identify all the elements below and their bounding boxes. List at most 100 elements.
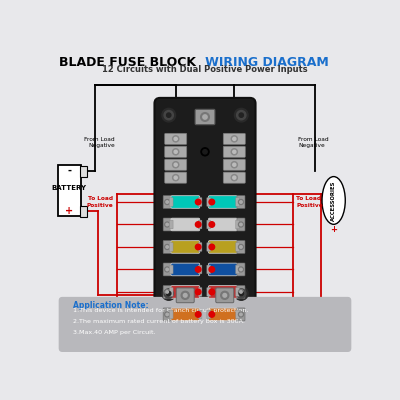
FancyBboxPatch shape	[169, 288, 173, 296]
Circle shape	[240, 268, 242, 271]
Circle shape	[181, 291, 189, 299]
Text: 2.The maximum rated current of battery box is 300A.: 2.The maximum rated current of battery b…	[73, 319, 245, 324]
Circle shape	[234, 108, 248, 122]
FancyBboxPatch shape	[236, 198, 240, 206]
Circle shape	[165, 267, 170, 272]
FancyBboxPatch shape	[198, 265, 202, 274]
Circle shape	[239, 291, 244, 296]
FancyBboxPatch shape	[176, 288, 194, 303]
Text: -: -	[67, 166, 71, 176]
Circle shape	[240, 246, 242, 248]
FancyBboxPatch shape	[237, 308, 245, 321]
FancyBboxPatch shape	[59, 297, 351, 352]
Circle shape	[162, 108, 176, 122]
Circle shape	[233, 176, 236, 179]
FancyBboxPatch shape	[80, 166, 87, 177]
Circle shape	[201, 113, 209, 121]
Text: Application Note:: Application Note:	[73, 301, 149, 310]
Circle shape	[238, 267, 244, 272]
FancyBboxPatch shape	[207, 220, 210, 229]
Circle shape	[203, 115, 207, 119]
FancyBboxPatch shape	[171, 308, 200, 321]
FancyBboxPatch shape	[163, 196, 171, 208]
FancyBboxPatch shape	[236, 220, 240, 229]
FancyBboxPatch shape	[163, 218, 171, 231]
FancyBboxPatch shape	[237, 240, 245, 254]
Text: From Load
Negative: From Load Negative	[298, 137, 329, 148]
Circle shape	[173, 136, 179, 142]
FancyBboxPatch shape	[169, 198, 173, 206]
Circle shape	[195, 199, 201, 205]
FancyBboxPatch shape	[171, 263, 200, 276]
FancyBboxPatch shape	[169, 310, 173, 319]
Circle shape	[165, 200, 170, 204]
FancyBboxPatch shape	[198, 243, 202, 251]
Circle shape	[237, 289, 246, 298]
FancyBboxPatch shape	[154, 98, 256, 311]
Text: +: +	[330, 225, 337, 234]
FancyBboxPatch shape	[80, 206, 87, 217]
Circle shape	[162, 287, 176, 300]
FancyBboxPatch shape	[207, 243, 210, 251]
Circle shape	[237, 110, 246, 120]
FancyBboxPatch shape	[223, 172, 245, 183]
Circle shape	[195, 222, 201, 227]
Text: +: +	[65, 206, 74, 216]
Text: To Load
Positive: To Load Positive	[296, 196, 323, 208]
Circle shape	[238, 312, 244, 317]
Circle shape	[195, 289, 201, 295]
FancyBboxPatch shape	[236, 310, 240, 319]
Text: 3.Max.40 AMP per Circuit.: 3.Max.40 AMP per Circuit.	[73, 330, 156, 335]
Text: To Load
Positive: To Load Positive	[87, 196, 114, 208]
FancyBboxPatch shape	[163, 286, 171, 298]
FancyBboxPatch shape	[163, 308, 171, 321]
FancyBboxPatch shape	[165, 146, 187, 157]
Circle shape	[209, 289, 215, 295]
Circle shape	[166, 201, 168, 203]
Circle shape	[231, 174, 237, 181]
Text: From Load
Negative: From Load Negative	[84, 137, 115, 148]
Circle shape	[201, 148, 209, 156]
FancyBboxPatch shape	[198, 310, 202, 319]
FancyBboxPatch shape	[163, 263, 171, 276]
Circle shape	[223, 294, 227, 297]
Circle shape	[203, 150, 207, 154]
FancyBboxPatch shape	[171, 241, 200, 253]
Circle shape	[221, 291, 229, 299]
FancyBboxPatch shape	[163, 240, 171, 254]
FancyBboxPatch shape	[169, 220, 173, 229]
FancyBboxPatch shape	[198, 288, 202, 296]
Circle shape	[233, 150, 236, 153]
FancyBboxPatch shape	[208, 241, 237, 253]
Circle shape	[209, 244, 215, 250]
Circle shape	[174, 137, 177, 140]
Circle shape	[165, 222, 170, 227]
Circle shape	[166, 291, 171, 296]
Circle shape	[209, 312, 215, 317]
Text: BATTERY: BATTERY	[52, 185, 87, 191]
Text: WIRING DIAGRAM: WIRING DIAGRAM	[192, 56, 329, 69]
Circle shape	[234, 287, 248, 300]
FancyBboxPatch shape	[169, 243, 173, 251]
Circle shape	[240, 223, 242, 226]
FancyBboxPatch shape	[237, 263, 245, 276]
Circle shape	[240, 313, 242, 316]
Circle shape	[231, 162, 237, 168]
Circle shape	[173, 162, 179, 168]
Circle shape	[231, 149, 237, 155]
Circle shape	[240, 201, 242, 203]
Circle shape	[183, 294, 187, 297]
FancyBboxPatch shape	[237, 218, 245, 231]
FancyBboxPatch shape	[207, 310, 210, 319]
Circle shape	[209, 267, 215, 272]
Circle shape	[164, 289, 173, 298]
Circle shape	[195, 312, 201, 317]
Text: 1.This device is intended for branch circuit protection.: 1.This device is intended for branch cir…	[73, 308, 249, 313]
Circle shape	[165, 312, 170, 317]
FancyBboxPatch shape	[236, 265, 240, 274]
FancyBboxPatch shape	[169, 265, 173, 274]
Circle shape	[174, 150, 177, 153]
Circle shape	[238, 290, 244, 294]
Circle shape	[195, 267, 201, 272]
FancyBboxPatch shape	[208, 308, 237, 321]
